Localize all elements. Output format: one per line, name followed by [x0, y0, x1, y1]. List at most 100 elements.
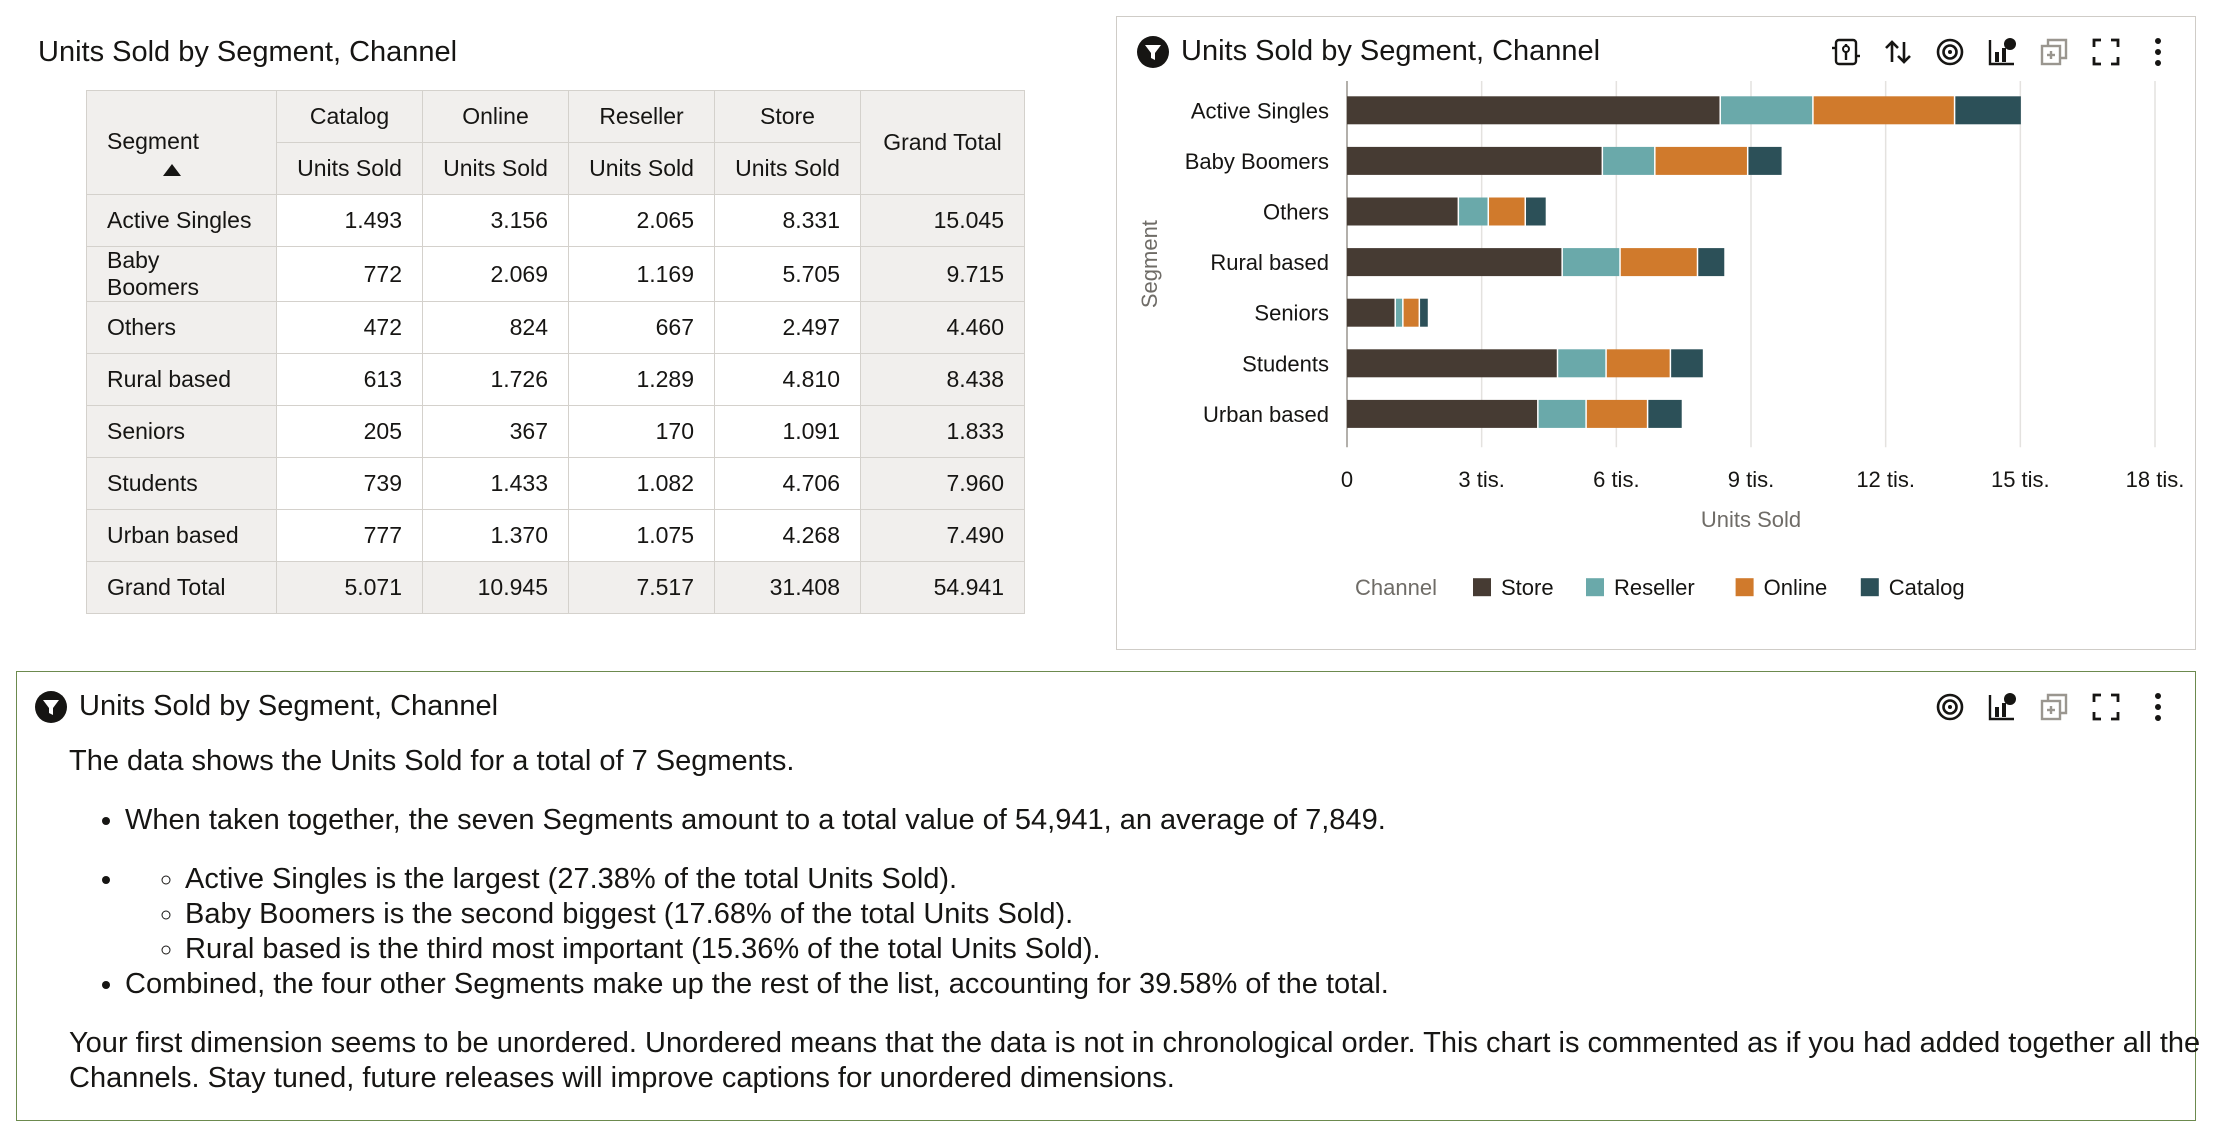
- legend-item: Store: [1501, 575, 1554, 600]
- table-row: Students 739 1.433 1.082 4.706 7.960: [86, 457, 1025, 510]
- value-cell: 1.289: [568, 353, 715, 406]
- row-total-cell: 9.715: [860, 246, 1025, 302]
- grand-total-cell: 54.941: [860, 561, 1025, 614]
- narrative-sub-bullets: Active Singles is the largest (27.38% of…: [125, 862, 2209, 967]
- table-title: Units Sold by Segment, Channel: [38, 36, 458, 68]
- add-insight-icon[interactable]: [1985, 35, 2019, 69]
- segment-cell: Active Singles: [86, 194, 277, 247]
- bar-segment: [1558, 349, 1606, 378]
- bar-segment: [1347, 248, 1562, 277]
- bar-segment: [1720, 96, 1813, 125]
- bar-segment: [1526, 197, 1546, 226]
- value-cell: 1.433: [422, 457, 569, 510]
- value-cell: 205: [276, 405, 423, 458]
- copy-icon[interactable]: [2037, 35, 2071, 69]
- segment-cell: Students: [86, 457, 277, 510]
- y-tick-label: Rural based: [1210, 250, 1329, 275]
- measure-header: Units Sold: [422, 142, 569, 195]
- narrative-text: The data shows the Units Sold for a tota…: [69, 744, 2209, 1096]
- grand-total-label: Grand Total: [86, 561, 277, 614]
- bar-segment: [1655, 146, 1747, 175]
- segment-cell: Urban based: [86, 509, 277, 562]
- grand-total-cell: 31.408: [714, 561, 861, 614]
- narrative-bullets: When taken together, the seven Segments …: [69, 803, 2209, 1002]
- narrative-header: Units Sold by Segment, Channel: [35, 690, 498, 723]
- more-icon[interactable]: [2141, 690, 2175, 724]
- y-tick-label: Seniors: [1254, 301, 1329, 326]
- narrative-sub-bullet: Active Singles is the largest (27.38% of…: [185, 862, 2209, 897]
- segment-header[interactable]: Segment: [86, 90, 277, 195]
- bar-segment: [1403, 298, 1419, 327]
- narrative-intro: The data shows the Units Sold for a tota…: [69, 745, 795, 777]
- narrative-panel: Units Sold by Segment, Channel The data …: [16, 671, 2200, 1121]
- narrative-bullet-rest: Combined, the four other Segments make u…: [125, 967, 2209, 1002]
- bar-segment: [1671, 349, 1703, 378]
- table-row: Urban based 777 1.370 1.075 4.268 7.490: [86, 509, 1025, 562]
- row-total-cell: 7.960: [860, 457, 1025, 510]
- narrative-sub-bullet: Baby Boomers is the second biggest (17.6…: [185, 897, 2209, 932]
- segment-cell: Rural based: [86, 353, 277, 406]
- y-tick-label: Active Singles: [1191, 98, 1329, 123]
- value-cell: 1.493: [276, 194, 423, 247]
- add-insight-icon[interactable]: [1985, 690, 2019, 724]
- bar-segment: [1347, 298, 1395, 327]
- value-cell: 2.497: [714, 301, 861, 354]
- pivot-table: Segment Catalog Online Reseller Store Gr…: [86, 90, 1025, 614]
- sort-ascending-icon[interactable]: [163, 163, 181, 176]
- sort-icon[interactable]: [1881, 35, 1915, 69]
- value-cell: 4.810: [714, 353, 861, 406]
- narrative-sub-bullet: Rural based is the third most important …: [185, 932, 2209, 967]
- value-cell: 2.069: [422, 246, 569, 302]
- value-cell: 777: [276, 509, 423, 562]
- segment-cell: Others: [86, 301, 277, 354]
- bar-segment: [1748, 146, 1782, 175]
- x-tick-label: 12 tis.: [1856, 467, 1915, 492]
- value-cell: 1.169: [568, 246, 715, 302]
- measure-header: Units Sold: [568, 142, 715, 195]
- pivot-table-panel: Units Sold by Segment, Channel Segment C…: [0, 0, 1100, 640]
- bar-segment: [1698, 248, 1725, 277]
- fullscreen-icon[interactable]: [2089, 690, 2123, 724]
- value-cell: 3.156: [422, 194, 569, 247]
- bar-segment: [1606, 349, 1670, 378]
- x-tick-label: 18 tis.: [2126, 467, 2185, 492]
- value-cell: 367: [422, 405, 569, 458]
- grand-total-header: Grand Total: [860, 90, 1025, 195]
- copy-icon[interactable]: [2037, 690, 2071, 724]
- bar-segment: [1538, 399, 1586, 428]
- segment-header-label: Segment: [107, 128, 200, 154]
- value-cell: 667: [568, 301, 715, 354]
- row-total-cell: 4.460: [860, 301, 1025, 354]
- value-cell: 5.705: [714, 246, 861, 302]
- legend-item: Online: [1764, 575, 1828, 600]
- fullscreen-icon[interactable]: [2089, 35, 2123, 69]
- value-cell: 613: [276, 353, 423, 406]
- y-tick-label: Students: [1242, 351, 1329, 376]
- segment-cell: Baby Boomers: [86, 246, 277, 302]
- chart-panel: 0 3 tis. 6 tis. 9 tis. 12 tis. 15 tis. 18 tis.…: [1116, 16, 2196, 650]
- grand-total-cell: 5.071: [276, 561, 423, 614]
- bar-segment: [1603, 146, 1655, 175]
- channel-header-catalog: Catalog: [276, 90, 423, 143]
- filter-icon[interactable]: [1137, 35, 1169, 68]
- filter-icon[interactable]: [35, 690, 67, 723]
- legend-item: Reseller: [1614, 575, 1695, 600]
- data-tuning-icon[interactable]: [1829, 35, 1863, 69]
- chart-toolbar: [1829, 35, 2175, 69]
- narrative-title: Units Sold by Segment, Channel: [79, 690, 499, 722]
- narrative-toolbar: [1933, 690, 2175, 724]
- target-icon[interactable]: [1933, 690, 1967, 724]
- narrative-bullet-top3: Active Singles is the largest (27.38% of…: [125, 862, 2209, 967]
- row-total-cell: 7.490: [860, 509, 1025, 562]
- narrative-closing: Your first dimension seems to be unorder…: [69, 1027, 2201, 1094]
- bar-segment: [1459, 197, 1488, 226]
- target-icon[interactable]: [1933, 35, 1967, 69]
- value-cell: 8.331: [714, 194, 861, 247]
- more-icon[interactable]: [2141, 35, 2175, 69]
- measure-header: Units Sold: [276, 142, 423, 195]
- value-cell: 1.075: [568, 509, 715, 562]
- segment-cell: Seniors: [86, 405, 277, 458]
- legend-swatch: [1860, 578, 1879, 597]
- x-tick-label: 3 tis.: [1458, 467, 1504, 492]
- x-tick-label: 15 tis.: [1991, 467, 2050, 492]
